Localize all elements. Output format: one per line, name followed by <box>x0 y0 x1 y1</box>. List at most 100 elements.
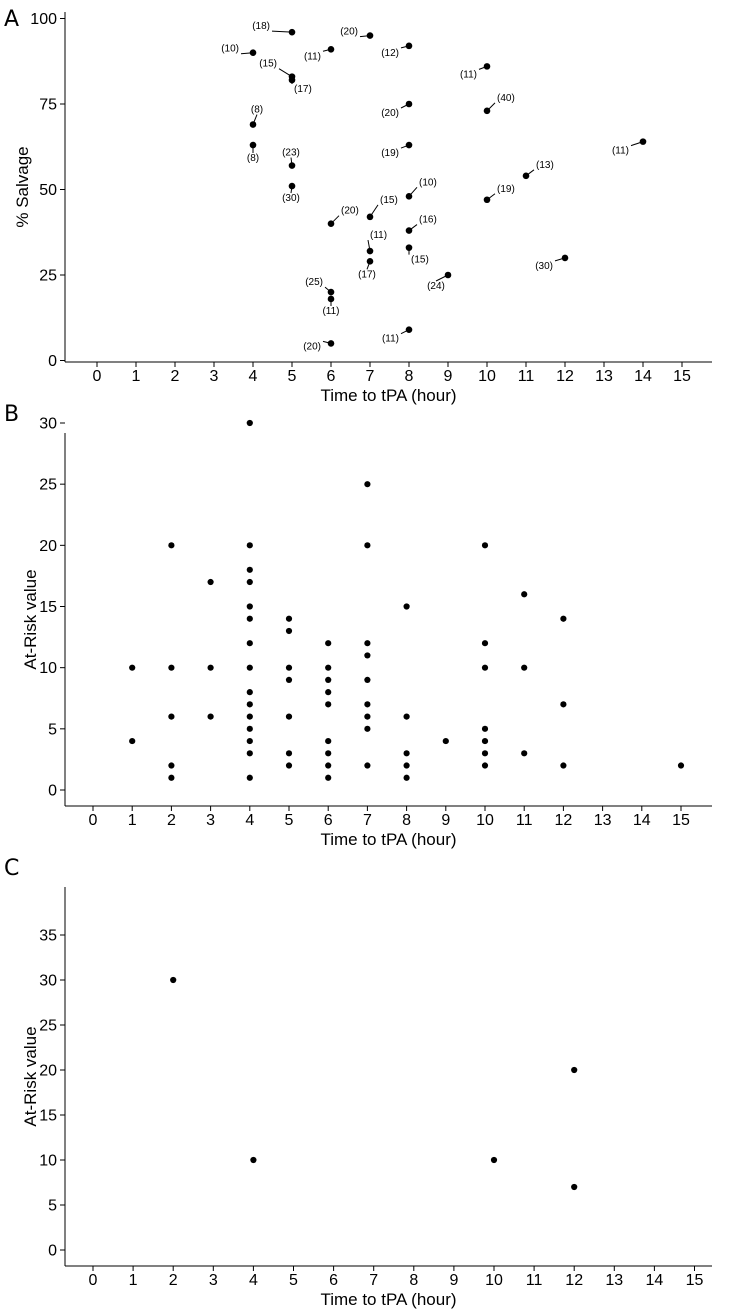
data-point <box>521 664 528 671</box>
data-point <box>246 713 253 720</box>
data-point <box>246 578 253 586</box>
data-point <box>522 172 530 180</box>
panel-c: C 0 1 2 3 4 5 6 7 8 9 10 11 12 13 14 1505101520253035Ti… <box>4 856 712 1309</box>
data-point <box>490 1156 498 1164</box>
x-tick-label: 11 <box>518 368 535 385</box>
data-point <box>405 227 413 234</box>
data-point <box>246 640 253 647</box>
data-point <box>521 591 528 598</box>
data-point <box>246 750 253 757</box>
data-point <box>207 713 214 720</box>
x-tick-label: 0 <box>93 368 102 385</box>
data-point <box>405 42 413 50</box>
data-point <box>325 664 332 671</box>
y-axis-title: At-Risk value <box>21 1026 40 1126</box>
data-point <box>560 701 567 708</box>
y-tick-label: 30 <box>39 416 57 433</box>
data-point <box>481 725 489 732</box>
x-axis-title: Time to tPA (hour) <box>320 1290 456 1309</box>
data-label: (20) <box>381 108 399 119</box>
y-tick-label: 35 <box>39 928 57 945</box>
panel-letter-b: B <box>4 402 19 427</box>
x-tick-label: 11 <box>516 812 533 829</box>
data-label: (16) <box>419 215 437 226</box>
data-point <box>246 542 253 549</box>
x-tick-label: 3 <box>209 1272 218 1289</box>
data-point <box>481 762 489 769</box>
data-point <box>249 121 257 128</box>
x-tick-label: 15 <box>686 1272 704 1289</box>
data-label: (20) <box>303 341 321 352</box>
data-point <box>325 701 332 708</box>
x-tick-label: 4 <box>245 812 254 829</box>
plot-c: 0 1 2 3 4 5 6 7 8 9 10 11 12 13 14 1505101520253035Time… <box>21 887 712 1309</box>
data-point <box>481 664 489 671</box>
y-tick-label: 25 <box>39 1018 57 1035</box>
data-point <box>325 640 332 647</box>
y-tick-label: 30 <box>39 973 57 990</box>
data-point <box>285 615 293 622</box>
y-tick-label: 50 <box>39 182 57 199</box>
data-label: (20) <box>340 27 358 38</box>
data-point <box>405 326 413 334</box>
x-tick-label: 15 <box>673 368 691 385</box>
data-point <box>444 271 452 279</box>
x-tick-label: 10 <box>485 1272 503 1289</box>
data-point <box>246 737 253 745</box>
data-point <box>483 107 491 115</box>
data-point <box>288 76 296 84</box>
x-tick-label: 7 <box>366 368 375 385</box>
data-point <box>325 762 332 769</box>
data-point <box>364 542 371 549</box>
data-point <box>364 725 371 732</box>
data-point <box>246 774 253 781</box>
y-axis-title: % Salvage <box>13 146 32 227</box>
y-tick-label: 20 <box>39 1063 57 1080</box>
data-point <box>285 762 293 769</box>
data-point <box>168 664 175 671</box>
data-point <box>325 737 332 745</box>
x-tick-label: 14 <box>646 1272 664 1289</box>
data-point <box>403 713 410 720</box>
data-label: (8) <box>251 105 263 116</box>
data-label: (11) <box>322 306 339 317</box>
x-tick-label: 14 <box>634 368 652 385</box>
data-point <box>366 258 374 265</box>
x-tick-label: 10 <box>478 368 496 385</box>
y-axis-title: At-Risk value <box>21 569 40 669</box>
y-tick-label: 0 <box>48 783 57 800</box>
x-tick-label: 15 <box>672 812 690 829</box>
data-point <box>325 689 332 696</box>
data-label: (17) <box>294 84 312 95</box>
data-point <box>168 542 175 549</box>
data-point <box>170 976 177 984</box>
data-label: (11) <box>612 146 629 157</box>
x-tick-label: 6 <box>329 1272 338 1289</box>
x-tick-label: 10 <box>476 812 494 829</box>
data-label: (18) <box>252 21 270 32</box>
data-point <box>366 213 374 221</box>
x-tick-label: 8 <box>409 1272 418 1289</box>
data-point <box>285 713 293 720</box>
data-point <box>207 578 214 586</box>
data-point <box>521 750 528 757</box>
data-point <box>364 652 371 659</box>
data-point <box>571 1066 578 1074</box>
x-axis-title: Time to tPA (hour) <box>320 830 456 849</box>
data-point <box>639 138 647 145</box>
data-point <box>405 100 413 108</box>
data-label: (15) <box>380 195 398 206</box>
data-point <box>571 1183 578 1191</box>
data-label: (30) <box>282 193 300 204</box>
data-point <box>246 566 253 573</box>
data-point <box>129 737 136 745</box>
data-label: (19) <box>497 184 515 195</box>
data-point <box>288 182 296 190</box>
y-tick-label: 100 <box>30 11 57 28</box>
x-tick-label: 3 <box>210 368 219 385</box>
x-tick-label: 8 <box>405 368 414 385</box>
label-leader-line <box>271 30 293 33</box>
